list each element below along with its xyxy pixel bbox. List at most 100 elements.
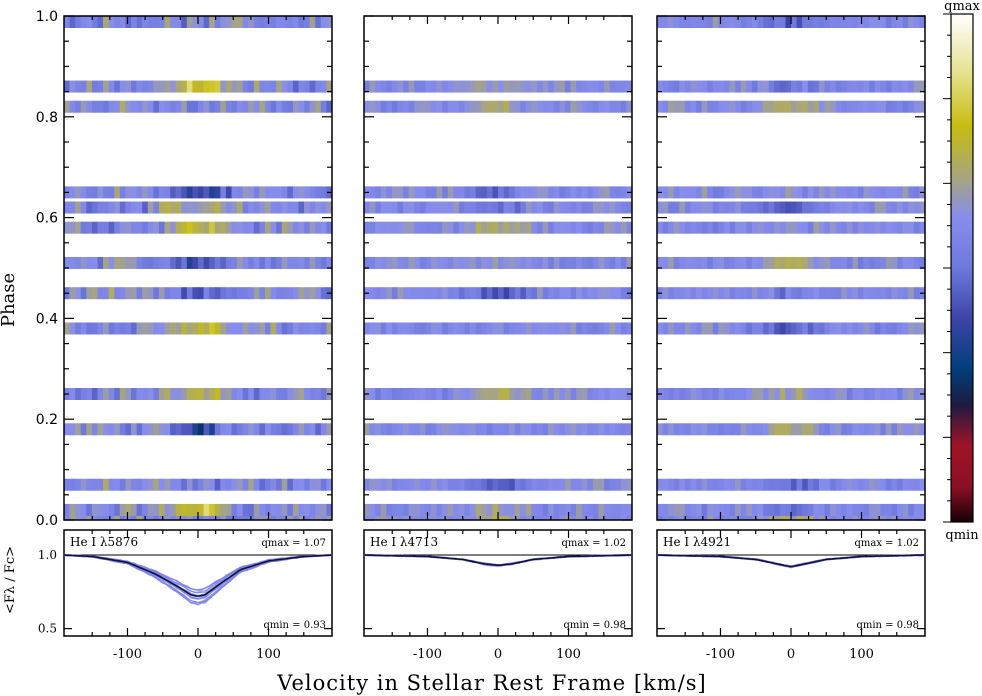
heatmap-cell [375, 478, 382, 491]
heatmap-cell [813, 80, 820, 93]
heatmap-cell [397, 388, 404, 400]
heatmap-cell [253, 80, 260, 93]
heatmap-cell [679, 100, 686, 113]
heatmap-cell [231, 478, 238, 491]
heatmap-cell [520, 503, 527, 516]
heatmap-cell [604, 186, 610, 199]
heatmap-cell [304, 423, 310, 436]
heatmap-cell [103, 503, 109, 516]
heatmap-cell [442, 221, 449, 234]
heatmap-cell [913, 80, 920, 93]
heatmap-cell [281, 287, 288, 300]
heatmap-cell [835, 100, 842, 113]
phase-tick-label: 0.8 [36, 110, 58, 126]
heatmap-cell [486, 423, 493, 436]
heatmap-cell [326, 503, 333, 516]
heatmap-cell [265, 503, 271, 516]
heatmap-cell [880, 256, 887, 269]
heatmap-cell [281, 201, 288, 214]
heatmap-cell [408, 256, 415, 269]
heatmap-cell [509, 423, 516, 436]
heatmap-cell [320, 201, 327, 214]
heatmap-cell [626, 256, 633, 269]
heatmap-cell [902, 186, 909, 199]
heatmap-cell [175, 423, 182, 436]
heatmap-cell [553, 256, 560, 269]
heatmap-cell [186, 478, 193, 491]
heatmap-cell [791, 478, 797, 491]
heatmap-cell [214, 80, 221, 93]
heatmap-cell [746, 503, 753, 516]
heatmap-cell [315, 16, 322, 28]
heatmap-cell [131, 186, 137, 199]
heatmap-cell [186, 186, 193, 199]
heatmap-cell [785, 221, 792, 234]
heatmap-cell [874, 503, 881, 516]
heatmap-cell [802, 322, 809, 335]
heatmap-cell [718, 478, 725, 491]
heatmap-cell [391, 201, 398, 214]
heatmap-cell [209, 503, 216, 516]
heatmap-cell [158, 201, 165, 214]
heatmap-cell [746, 287, 753, 300]
heatmap-cell [270, 186, 277, 199]
heatmap-cell [553, 322, 560, 335]
heatmap-cell [248, 221, 255, 234]
heatmap-cell [701, 287, 708, 300]
heatmap-cell [609, 186, 616, 199]
heatmap-cell [192, 201, 199, 214]
heatmap-cell [103, 186, 109, 199]
heatmap-cell [464, 256, 471, 269]
heatmap-cell [684, 322, 691, 335]
heatmap-cell [414, 478, 421, 491]
heatmap-cell [858, 503, 864, 516]
heatmap-cell [475, 423, 482, 436]
heatmap-cell [80, 503, 87, 516]
heatmap-cell [768, 256, 775, 269]
heatmap-cell [397, 201, 404, 214]
heatmap-cell [718, 256, 725, 269]
heatmap-cell [662, 201, 669, 214]
colorbar-bottom-label: qmin [945, 528, 979, 543]
heatmap-cell [724, 287, 730, 300]
heatmap-cell [453, 100, 460, 113]
heatmap-cell [768, 80, 775, 93]
heatmap-cell [170, 423, 176, 436]
heatmap-cell [425, 287, 432, 300]
heatmap-cell [419, 423, 426, 436]
heatmap-cell [587, 201, 594, 214]
heatmap-cell [707, 287, 714, 300]
heatmap-cell [125, 478, 132, 491]
heatmap-cell [604, 423, 610, 436]
heatmap-cell [298, 201, 305, 214]
heatmap-cell [626, 322, 633, 335]
heatmap-cell [779, 256, 786, 269]
heatmap-cell [891, 16, 898, 28]
heatmap-cell [181, 478, 188, 491]
heatmap-cell [91, 221, 98, 234]
heatmap-cell [186, 423, 193, 436]
heatmap-cell [570, 256, 577, 269]
heatmap-cell [198, 100, 204, 113]
heatmap-cell [97, 423, 104, 436]
heatmap-cell [181, 221, 188, 234]
heatmap-cell [276, 186, 283, 199]
heatmap-cell [103, 478, 109, 491]
heatmap-cell [626, 80, 633, 93]
heatmap-cell [242, 478, 249, 491]
heatmap-cell [729, 201, 736, 214]
heatmap-cell [570, 186, 577, 199]
heatmap-cell [103, 388, 109, 400]
heatmap-cell [657, 256, 663, 269]
heatmap-cell [403, 80, 409, 93]
heatmap-cell [908, 80, 915, 93]
heatmap-cell [757, 256, 764, 269]
heatmap-cell [203, 16, 210, 28]
heatmap-cell [315, 503, 322, 516]
heatmap-cell [757, 80, 764, 93]
heatmap-cell [537, 201, 543, 214]
heatmap-cell [80, 423, 87, 436]
heatmap-cell [103, 80, 109, 93]
heatmap-cell [153, 221, 160, 234]
heatmap-cell [690, 503, 697, 516]
